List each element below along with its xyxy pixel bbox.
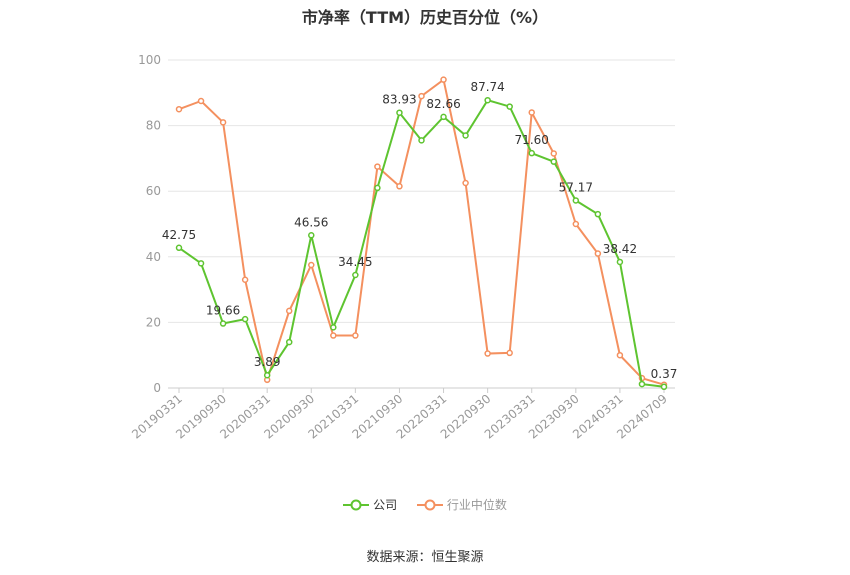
industry-point xyxy=(594,250,602,257)
industry-point xyxy=(440,76,447,83)
legend-company-label: 公司 xyxy=(373,498,398,512)
industry-point xyxy=(506,349,513,357)
industry-point xyxy=(219,119,227,126)
company-data-label: 82.66 xyxy=(426,97,460,111)
company-point xyxy=(506,103,513,110)
data-labels: 42.75 19.66 3.89 46.56 34.45 83.93 82.66 87.74 7… xyxy=(162,80,678,381)
industry-point xyxy=(396,183,403,190)
company-point xyxy=(374,184,381,192)
company-data-label: 46.56 xyxy=(294,215,328,229)
company-point xyxy=(308,232,315,239)
company-data-label: 42.75 xyxy=(162,228,196,242)
x-axis: 2019033120190930202003312020093020210331… xyxy=(129,388,670,442)
company-point xyxy=(572,197,580,204)
company-point xyxy=(175,244,183,252)
industry-point xyxy=(572,220,580,228)
company-point xyxy=(241,315,249,323)
industry-point xyxy=(528,109,535,116)
industry-point xyxy=(175,105,183,113)
company-point xyxy=(462,132,469,139)
company-point xyxy=(550,158,558,165)
company-point xyxy=(594,210,602,218)
company-data-label: 87.74 xyxy=(470,80,504,94)
company-data-label: 83.93 xyxy=(382,93,416,107)
industry-point xyxy=(241,276,249,284)
industry-point xyxy=(330,332,337,339)
company-point xyxy=(638,380,646,388)
company-point xyxy=(660,383,668,391)
line-chart: 0 20 40 60 80 100 201903312019093020200331202… xyxy=(129,53,678,442)
company-data-label: 71.60 xyxy=(515,133,549,147)
industry-point xyxy=(484,350,491,357)
company-point xyxy=(616,258,624,266)
company-point xyxy=(418,137,425,144)
industry-point xyxy=(374,163,381,170)
company-point xyxy=(528,149,535,157)
y-tick-label: 80 xyxy=(146,119,161,133)
y-tick-label: 20 xyxy=(146,315,161,329)
company-data-label: 0.37 xyxy=(651,367,678,381)
legend-industry-marker-icon xyxy=(416,499,443,510)
company-point xyxy=(219,320,227,327)
company-point xyxy=(396,109,403,116)
industry-point xyxy=(285,307,293,315)
y-tick-label: 60 xyxy=(146,184,161,198)
company-point xyxy=(484,96,491,104)
y-tick-label: 40 xyxy=(146,250,161,264)
legend-company-marker-icon xyxy=(343,499,370,510)
industry-point xyxy=(197,97,205,105)
chart-title: 市净率（TTM）历史百分位（%） xyxy=(301,8,549,27)
legend-item-company[interactable]: 公司 xyxy=(343,496,397,513)
industry-point xyxy=(550,150,558,157)
y-tick-label: 100 xyxy=(138,53,161,67)
company-data-label: 3.89 xyxy=(254,355,281,369)
y-axis-ticks: 0 20 40 60 80 100 xyxy=(138,53,161,395)
company-point xyxy=(263,371,271,379)
series-group xyxy=(175,76,668,391)
grid-lines xyxy=(168,59,675,389)
industry-point xyxy=(418,92,425,100)
industry-point xyxy=(308,261,315,269)
company-data-label: 34.45 xyxy=(338,255,372,269)
y-tick-label: 0 xyxy=(153,381,161,395)
legend-industry-label: 行业中位数 xyxy=(446,498,507,512)
industry-point xyxy=(462,179,469,187)
legend: 公司 行业中位数 xyxy=(0,496,850,514)
company-point xyxy=(285,338,293,346)
legend-item-industry[interactable]: 行业中位数 xyxy=(416,496,507,513)
company-point xyxy=(197,260,205,267)
company-point xyxy=(440,113,447,121)
company-point xyxy=(352,271,359,279)
company-point xyxy=(330,324,337,331)
company-data-label: 57.17 xyxy=(559,180,593,194)
data-source: 数据来源：恒生聚源 xyxy=(366,550,484,565)
industry-point xyxy=(352,332,359,339)
company-data-label: 19.66 xyxy=(206,304,240,318)
company-data-label: 38.42 xyxy=(603,242,637,256)
industry-point xyxy=(616,351,624,359)
